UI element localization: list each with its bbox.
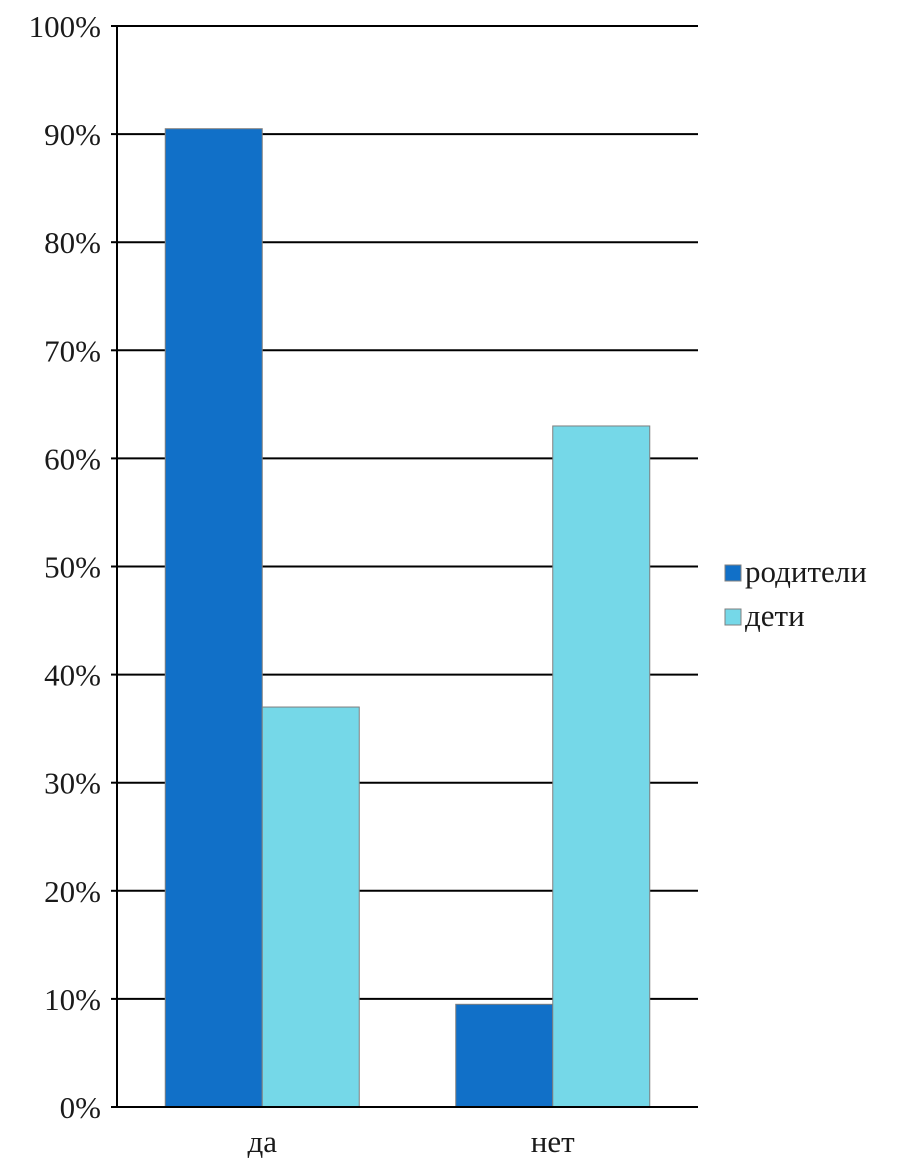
bar-deti-0 (261, 706, 360, 1108)
legend-label-0: родители (745, 554, 867, 589)
y-tick-label-7: 70% (44, 333, 101, 368)
y-tick-label-6: 60% (44, 441, 101, 476)
y-tick-label-5: 50% (44, 550, 101, 585)
y-tick-label-10: 100% (29, 9, 101, 44)
y-tick-label-8: 80% (44, 225, 101, 260)
legend-swatch-0 (724, 564, 742, 582)
bar-roditeli-1 (455, 1003, 554, 1108)
legend: родители дети (724, 554, 867, 633)
bar-deti-1 (552, 425, 651, 1108)
legend-swatch-1 (724, 608, 742, 626)
y-tick-label-2: 20% (44, 874, 101, 909)
axes (111, 25, 698, 1108)
bars (164, 128, 651, 1108)
y-tick-labels: 0% 10% 20% 30% 40% 50% 60% 70% 80% 90% 100% (29, 9, 101, 1125)
x-category-labels: да нет (247, 1124, 575, 1159)
y-tick-label-9: 90% (44, 117, 101, 152)
x-category-label-1: нет (531, 1124, 575, 1159)
legend-label-1: дети (745, 598, 805, 633)
y-tick-label-1: 10% (44, 982, 101, 1017)
bar-roditeli-0 (164, 128, 263, 1108)
x-category-label-0: да (247, 1124, 277, 1159)
y-tick-label-4: 40% (44, 658, 101, 693)
y-tick-label-3: 30% (44, 766, 101, 801)
y-tick-label-0: 0% (60, 1090, 101, 1125)
